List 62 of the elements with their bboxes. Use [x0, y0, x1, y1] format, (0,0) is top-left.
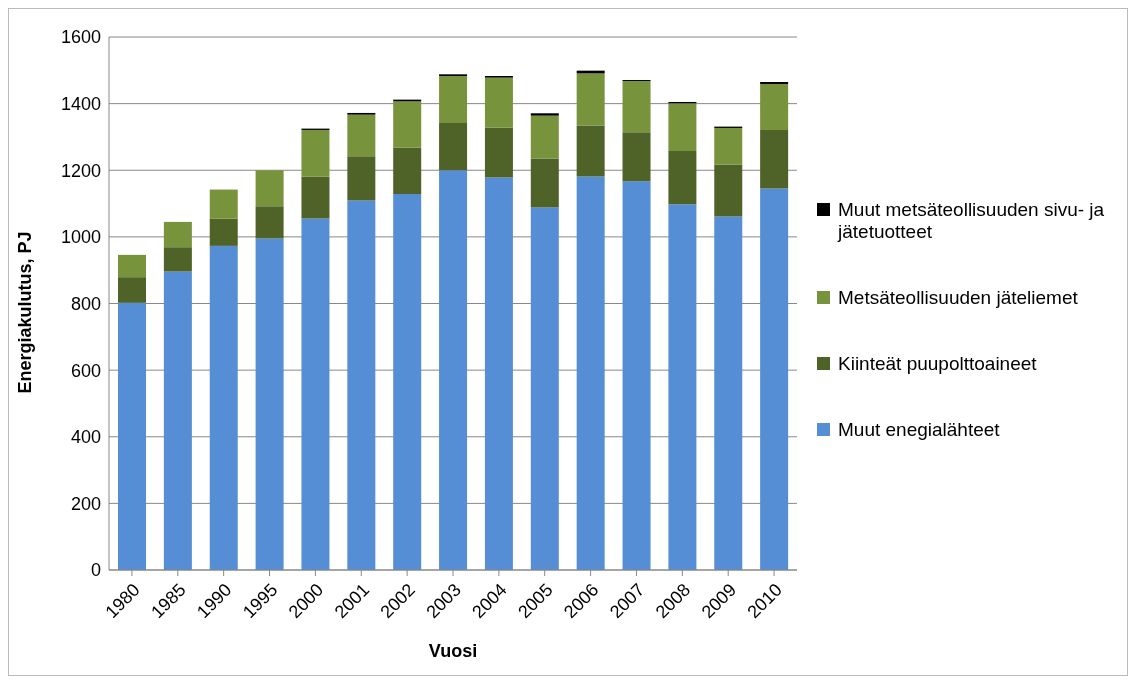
- bar: [118, 302, 146, 570]
- bar: [255, 170, 284, 207]
- legend-label: Metsäteollisuuden jäteliemet: [838, 287, 1078, 309]
- bar: [118, 254, 146, 278]
- bar: [484, 77, 513, 128]
- y-tick-label: 1400: [60, 94, 101, 115]
- bar: [622, 132, 651, 182]
- bar: [576, 73, 605, 126]
- bar: [668, 103, 697, 151]
- y-tick-label: 600: [70, 360, 101, 381]
- bar: [530, 113, 559, 116]
- bar: [484, 127, 513, 178]
- bar: [347, 156, 376, 201]
- bar: [668, 204, 697, 570]
- bar: [622, 181, 651, 570]
- legend-label: Kiinteät puupolttoaineet: [838, 353, 1037, 375]
- y-tick-label: 400: [70, 427, 101, 448]
- bar: [714, 127, 743, 165]
- bar: [439, 122, 468, 171]
- bar: [622, 80, 651, 133]
- bar: [209, 245, 238, 570]
- bar: [439, 170, 468, 570]
- bar: [209, 218, 238, 246]
- bar: [576, 176, 605, 570]
- bar: [530, 115, 559, 159]
- bar: [760, 188, 789, 570]
- y-axis-title: Energiakulutus, PJ: [15, 231, 36, 394]
- bar: [760, 81, 789, 84]
- bar: [668, 150, 697, 205]
- bar: [301, 129, 330, 177]
- bar: [393, 193, 422, 570]
- y-tick-label: 1200: [60, 160, 101, 181]
- bar: [714, 216, 743, 570]
- bar: [163, 221, 192, 248]
- bar: [714, 164, 743, 217]
- bar: [301, 218, 330, 570]
- legend-label: Muut enegialähteet: [838, 419, 1000, 441]
- bar: [347, 114, 376, 157]
- y-tick-label: 800: [70, 293, 101, 314]
- x-axis-title: Vuosi: [428, 641, 478, 661]
- bar: [439, 75, 468, 123]
- bar: [530, 207, 559, 570]
- y-tick-label: 1600: [60, 27, 101, 48]
- bar: [530, 158, 559, 208]
- legend-label: Muut metsäteollisuuden sivu- ja jätetuotteet: [838, 199, 1106, 243]
- bar: [347, 200, 376, 570]
- y-tick-label: 200: [70, 493, 101, 514]
- bar: [255, 238, 284, 570]
- bar: [393, 101, 422, 148]
- bar: [118, 277, 146, 303]
- bar: [255, 206, 284, 239]
- bar: [760, 83, 789, 130]
- bar: [576, 125, 605, 177]
- bar: [209, 189, 238, 219]
- bar: [301, 176, 330, 219]
- bar: [760, 129, 789, 189]
- y-tick-label: 0: [90, 560, 101, 581]
- bar: [163, 247, 192, 272]
- y-tick-label: 1000: [60, 227, 101, 248]
- bar: [393, 147, 422, 194]
- bar: [484, 177, 513, 570]
- bar: [163, 271, 192, 570]
